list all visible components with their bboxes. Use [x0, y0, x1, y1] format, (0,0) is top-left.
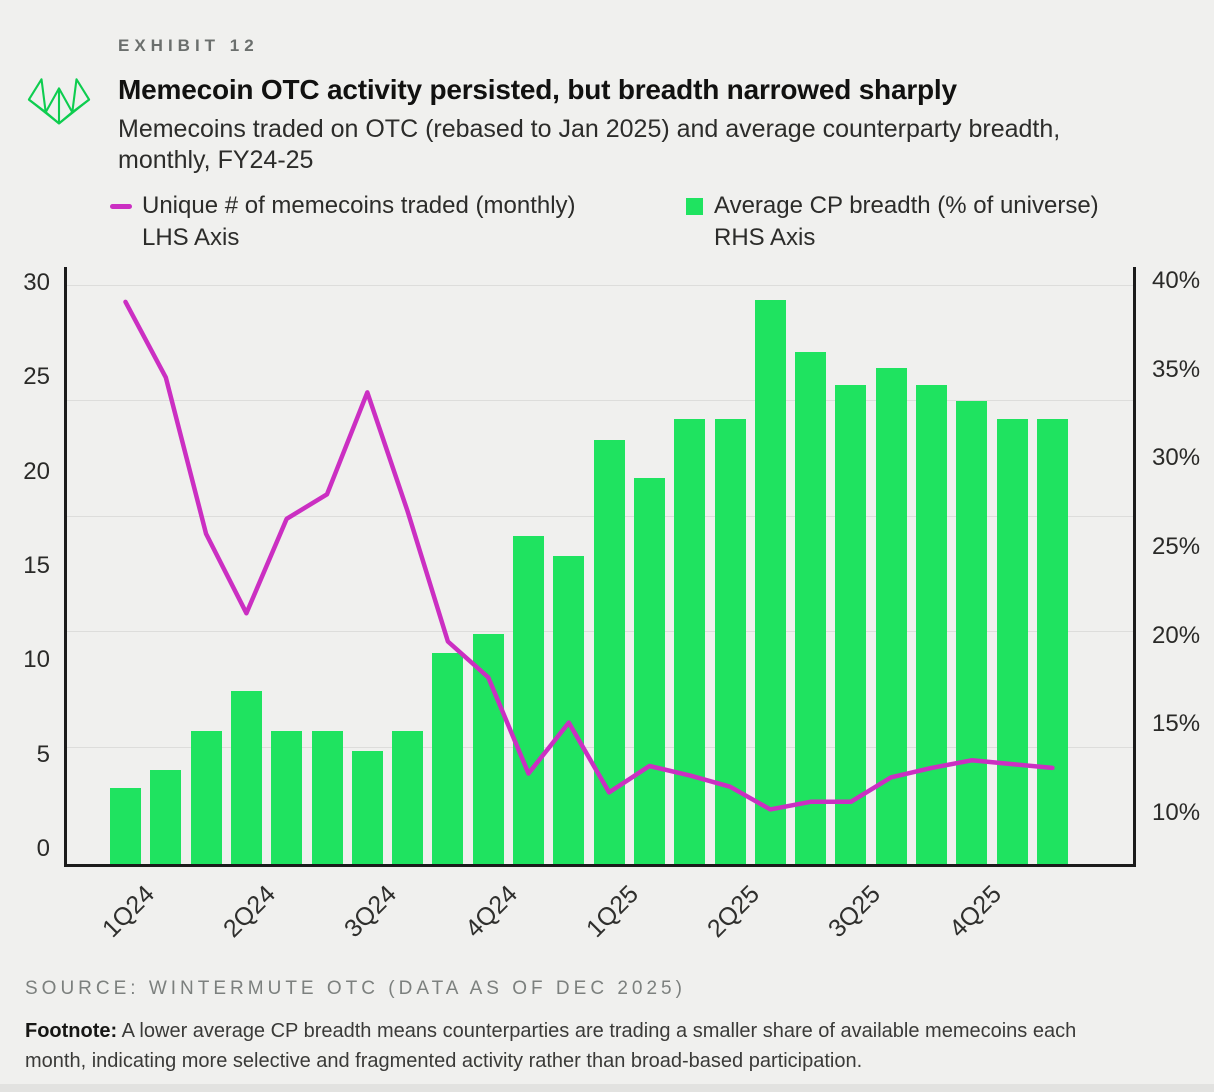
x-axis-tick-label: 3Q25 — [822, 880, 886, 944]
memecoin-line — [123, 299, 1055, 812]
y-axis-right-tick-label: 25% — [1152, 532, 1201, 560]
line-series-swatch-icon — [110, 203, 132, 209]
y-axis-left-tick-label: 5 — [36, 740, 50, 768]
footnote: Footnote: A lower average CP breadth mea… — [25, 1016, 1125, 1076]
bar — [472, 633, 504, 864]
chart-title: Memecoin OTC activity persisted, but bre… — [118, 74, 957, 105]
y-axis-right-tick-label: 35% — [1152, 355, 1201, 383]
bar — [392, 731, 424, 864]
bar — [110, 788, 141, 864]
bar — [311, 731, 343, 864]
bottom-strip — [0, 1084, 1214, 1092]
gridline — [67, 400, 1133, 401]
footnote-label: Footnote: — [25, 1020, 118, 1042]
bar — [956, 401, 988, 864]
legend-item-bar-series: Average CP breadth (% of universe) RHS A… — [686, 190, 1099, 254]
plot-area — [64, 267, 1136, 867]
y-axis-left-tick-label: 25 — [23, 363, 50, 391]
x-axis-tick-label: 2Q24 — [218, 880, 282, 944]
x-axis-tick-label: 2Q25 — [701, 880, 765, 944]
chart-header: EXHIBIT 12 Memecoin OTC activity persist… — [118, 36, 1188, 176]
y-axis-left-tick-label: 30 — [23, 269, 50, 297]
bar — [633, 477, 665, 864]
y-axis-right-tick-label: 40% — [1152, 266, 1201, 294]
legend-line-label: Unique # of memecoins traded (monthly) — [142, 192, 576, 219]
bar — [754, 300, 786, 864]
bar — [835, 385, 867, 864]
x-axis-tick-label: 4Q25 — [943, 880, 1007, 944]
legend-bar-axis-note: RHS Axis — [714, 224, 816, 251]
line-chart-svg — [123, 299, 1055, 812]
y-axis-left-tick-label: 20 — [23, 457, 50, 485]
bar — [795, 351, 827, 864]
bar — [674, 419, 706, 864]
x-axis: 1Q24 2Q24 3Q24 4Q24 1Q25 2Q25 3Q25 4Q25 — [67, 880, 1133, 960]
bar — [271, 731, 303, 864]
bar — [916, 385, 947, 864]
bar — [230, 690, 262, 864]
x-axis-tick-label: 1Q25 — [580, 880, 644, 944]
bar — [1036, 419, 1068, 864]
bar — [190, 731, 222, 864]
source-note: SOURCE: WINTERMUTE OTC (DATA AS OF DEC 2… — [25, 978, 686, 999]
y-axis-right: 10% 15% 20% 25% 30% 35% 40% — [1148, 267, 1212, 867]
gridline — [67, 285, 1133, 286]
y-axis-right-tick-label: 15% — [1152, 710, 1201, 738]
legend-bar-label: Average CP breadth (% of universe) — [714, 192, 1099, 219]
bar — [432, 653, 464, 864]
legend-item-line-series: Unique # of memecoins traded (monthly) L… — [110, 190, 576, 254]
x-axis-tick-label: 4Q24 — [459, 880, 524, 944]
footnote-text: A lower average CP breadth means counter… — [25, 1020, 1077, 1072]
bar — [351, 750, 383, 864]
bar — [513, 536, 544, 864]
bar — [996, 419, 1028, 864]
y-axis-left: 0 5 10 15 20 25 30 — [0, 267, 56, 867]
bar-series-swatch-icon — [686, 197, 703, 215]
y-axis-left-tick-label: 10 — [23, 646, 50, 674]
bar — [714, 419, 746, 864]
bar — [150, 770, 182, 864]
y-axis-right-tick-label: 10% — [1152, 799, 1201, 826]
wintermute-logo-icon — [27, 78, 91, 125]
x-axis-tick-label: 3Q24 — [339, 880, 403, 944]
bar — [553, 555, 585, 864]
legend-line-axis-note: LHS Axis — [142, 224, 240, 251]
exhibit-label: EXHIBIT 12 — [118, 36, 259, 55]
y-axis-left-tick-label: 15 — [23, 552, 50, 579]
x-axis-tick-label: 1Q24 — [97, 880, 161, 944]
y-axis-left-tick-label: 0 — [36, 835, 50, 862]
y-axis-right-tick-label: 30% — [1152, 444, 1201, 472]
y-axis-right-tick-label: 20% — [1152, 621, 1201, 649]
chart-subtitle: Memecoins traded on OTC (rebased to Jan … — [118, 115, 1061, 174]
